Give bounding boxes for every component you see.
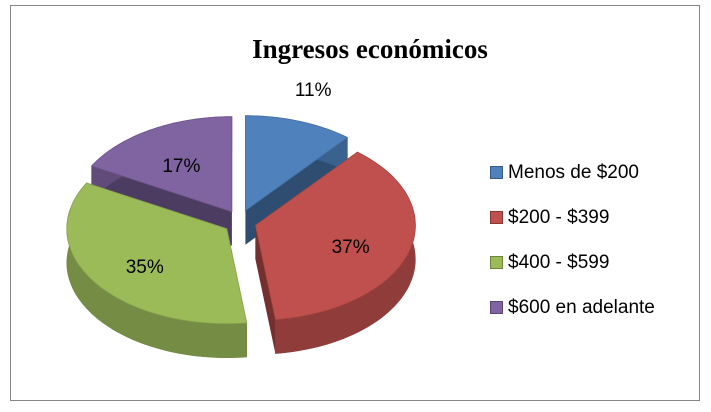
data-label: 37% xyxy=(332,237,370,258)
legend-label: $400 - $599 xyxy=(508,252,609,273)
slice-side xyxy=(255,225,276,354)
legend-swatch xyxy=(490,256,503,269)
legend: Menos de $200 $200 - $399 $400 - $599 $600 … xyxy=(490,162,655,318)
pie-slice xyxy=(66,182,248,325)
legend-label: $600 en adelante xyxy=(508,297,655,318)
chart-title: Ingresos económicos xyxy=(252,34,488,64)
legend-swatch xyxy=(490,301,503,314)
legend-swatch xyxy=(490,211,503,224)
legend-label: $200 - $399 xyxy=(508,207,609,228)
pie-slice xyxy=(254,151,416,321)
data-label: 11% xyxy=(295,80,332,101)
pie-labels: 11% 37% 35% 17% xyxy=(126,80,370,278)
pie-tops xyxy=(66,115,416,325)
pie-slice xyxy=(90,116,233,213)
legend-swatch xyxy=(490,166,503,179)
pie-slice xyxy=(244,115,349,212)
legend-label: Menos de $200 xyxy=(508,162,639,183)
data-label: 17% xyxy=(162,156,200,177)
data-label: 35% xyxy=(126,257,164,278)
